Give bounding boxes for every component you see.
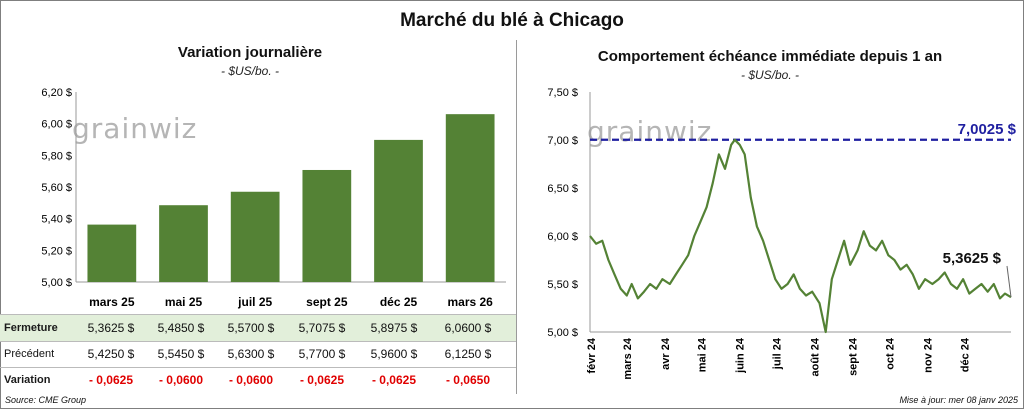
table-cell: 5,3625 $ — [87, 321, 135, 335]
page-title: Marché du blé à Chicago — [400, 10, 624, 31]
y-tick-label: 5,40 $ — [41, 214, 72, 226]
y-tick-label: 7,50 $ — [547, 87, 578, 99]
update-text: Mise à jour: mer 08 janv 2025 — [899, 395, 1018, 405]
table-row-precedent: Précédent 5,4250 $ 5,5450 $ 5,6300 $ 5,7… — [0, 341, 516, 368]
bar — [302, 169, 352, 282]
x-tick-label: nov 24 — [923, 337, 935, 373]
table-cell: 6,1250 $ — [444, 347, 492, 361]
table-row-variation: Variation - 0,0625 - 0,0600 - 0,0600 - 0… — [0, 367, 516, 393]
y-tick-label: 5,20 $ — [41, 245, 72, 257]
line-chart: 5,00 $ 5,50 $ 6,00 $ 6,50 $ 7,00 $ 7,50 $ févr… — [547, 87, 1012, 380]
y-tick-label: 6,20 $ — [41, 87, 72, 99]
table-cell: 5,8975 $ — [370, 321, 418, 335]
bar — [230, 191, 280, 282]
y-tick-label: 5,60 $ — [41, 182, 72, 194]
bar — [374, 139, 423, 282]
x-tick-label: mai 24 — [697, 337, 709, 372]
table-cell: 5,4250 $ — [87, 347, 135, 361]
bar-chart: 5,00 $ 5,20 $ 5,40 $ 5,60 $ 5,80 $ 6,00 $ 6,20… — [41, 87, 506, 309]
x-tick-label: sept 24 — [848, 337, 860, 376]
right-chart-title: Comportement échéance immédiate depuis 1… — [597, 48, 943, 65]
last-value-label: 5,3625 $ — [942, 250, 1001, 267]
x-tick-label: sept 25 — [306, 295, 348, 309]
x-tick-label: mai 25 — [165, 295, 203, 309]
x-tick-label: avr 24 — [660, 337, 672, 370]
table-cell: 5,7700 $ — [298, 347, 346, 361]
table-cell: - 0,0600 — [228, 373, 274, 387]
bar — [445, 114, 495, 282]
table-cell: - 0,0625 — [371, 373, 417, 387]
series-line — [589, 138, 1012, 334]
y-tick-label: 6,00 $ — [41, 119, 72, 131]
y-tick-label: 5,50 $ — [547, 279, 578, 291]
right-chart-unit: - $US/bo. - — [740, 68, 800, 82]
table-cell: 5,4850 $ — [157, 321, 205, 335]
x-tick-label: oct 24 — [884, 337, 896, 370]
table-cell: 5,5450 $ — [157, 347, 205, 361]
table-cell: - 0,0625 — [299, 373, 345, 387]
x-tick-label: mars 25 — [89, 295, 135, 309]
table-cell: 5,9600 $ — [370, 347, 418, 361]
row-label-variation: Variation — [4, 374, 51, 386]
y-tick-label: 6,00 $ — [547, 231, 578, 243]
x-tick-label: juil 25 — [237, 295, 272, 309]
max-value-label: 7,0025 $ — [957, 121, 1016, 138]
panel-divider — [516, 40, 517, 394]
x-tick-label: juin 24 — [735, 337, 747, 374]
table-cell: 5,5700 $ — [227, 321, 275, 335]
x-tick-label: mars 24 — [622, 337, 634, 379]
y-tick-label: 6,50 $ — [547, 183, 578, 195]
table-cell: 5,6300 $ — [227, 347, 275, 361]
x-tick-label: juil 24 — [772, 337, 784, 370]
y-tick-label: 5,80 $ — [41, 150, 72, 162]
y-tick-label: 7,00 $ — [547, 135, 578, 147]
x-tick-label: déc 25 — [380, 295, 418, 309]
table-row-fermeture: Fermeture 5,3625 $ 5,4850 $ 5,5700 $ 5,7… — [0, 314, 516, 342]
row-label-precedent: Précédent — [4, 348, 55, 360]
x-tick-label: mars 26 — [447, 295, 493, 309]
table-cell: 5,7075 $ — [298, 321, 346, 335]
table-cell: - 0,0650 — [445, 373, 491, 387]
x-tick-label: févr 24 — [586, 337, 598, 373]
x-tick-label: déc 24 — [959, 337, 971, 372]
bar — [159, 205, 208, 282]
left-chart-title: Variation journalière — [177, 44, 323, 61]
left-chart-unit: - $US/bo. - — [220, 64, 280, 78]
table-cell: - 0,0625 — [88, 373, 134, 387]
table-cell: - 0,0600 — [158, 373, 204, 387]
x-tick-label: août 24 — [810, 337, 822, 376]
y-tick-label: 5,00 $ — [547, 327, 578, 339]
watermark-logo: grainwiz — [587, 115, 713, 148]
last-value-leader — [1006, 265, 1012, 298]
table-cell: 6,0600 $ — [444, 321, 492, 335]
source-text: Source: CME Group — [5, 395, 87, 405]
watermark-logo: grainwiz — [72, 112, 198, 145]
row-label-fermeture: Fermeture — [4, 322, 58, 334]
y-tick-label: 5,00 $ — [41, 277, 72, 289]
bar — [87, 224, 137, 282]
